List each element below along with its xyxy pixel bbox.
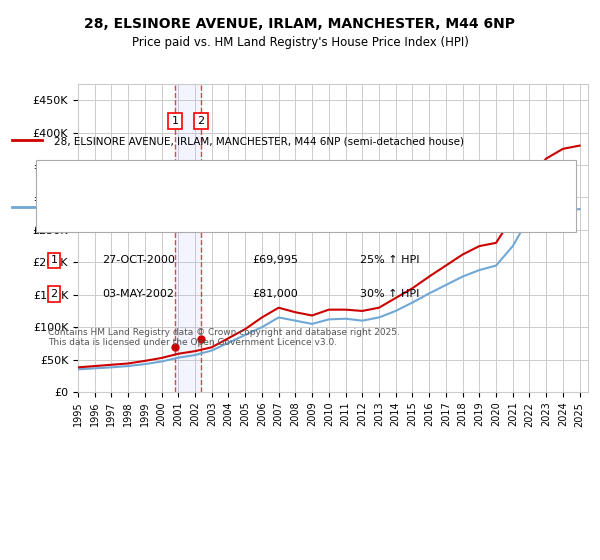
Text: 2: 2 [50,289,58,299]
Text: 25% ↑ HPI: 25% ↑ HPI [360,255,419,265]
Text: £69,995: £69,995 [252,255,298,265]
Text: Price paid vs. HM Land Registry's House Price Index (HPI): Price paid vs. HM Land Registry's House … [131,36,469,49]
Text: 03-MAY-2002: 03-MAY-2002 [102,289,174,299]
Text: Contains HM Land Registry data © Crown copyright and database right 2025.
This d: Contains HM Land Registry data © Crown c… [48,328,400,347]
Text: 1: 1 [172,116,179,126]
Text: HPI: Average price, semi-detached house, Salford: HPI: Average price, semi-detached house,… [54,203,313,213]
Text: 28, ELSINORE AVENUE, IRLAM, MANCHESTER, M44 6NP (semi-detached house): 28, ELSINORE AVENUE, IRLAM, MANCHESTER, … [54,136,464,146]
Text: 2: 2 [197,116,204,126]
Text: £81,000: £81,000 [252,289,298,299]
Bar [175,84,201,392]
Text: 27-OCT-2000: 27-OCT-2000 [102,255,175,265]
Text: 28, ELSINORE AVENUE, IRLAM, MANCHESTER, M44 6NP: 28, ELSINORE AVENUE, IRLAM, MANCHESTER, … [85,17,515,31]
Text: 1: 1 [50,255,58,265]
Text: 30% ↑ HPI: 30% ↑ HPI [360,289,419,299]
